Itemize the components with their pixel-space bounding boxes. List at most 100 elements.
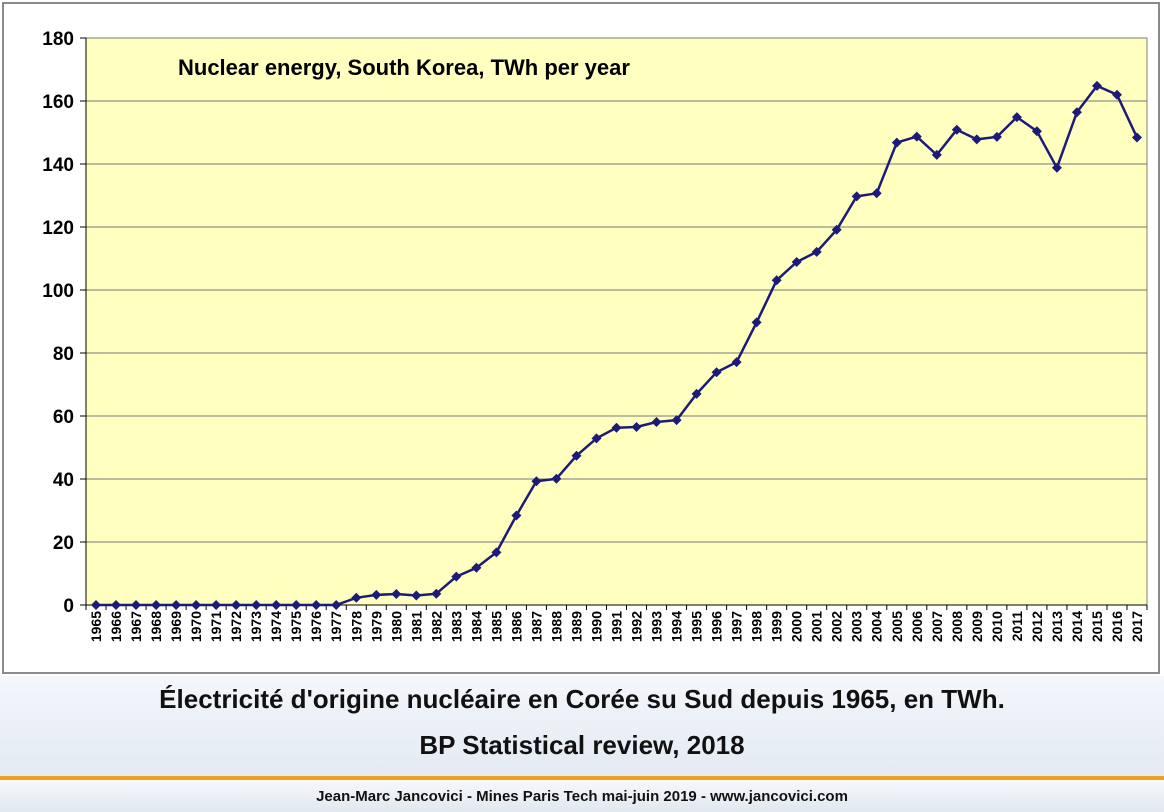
x-tick-label: 2010 (989, 611, 1005, 642)
data-point (671, 415, 682, 426)
data-point (1011, 112, 1022, 123)
accent-divider (0, 776, 1164, 780)
data-point (271, 600, 282, 610)
data-point (231, 600, 242, 610)
x-tick-label: 1981 (408, 611, 424, 642)
footer: Jean-Marc Jancovici - Mines Paris Tech m… (0, 780, 1164, 812)
x-tick-label: 1976 (308, 611, 324, 642)
data-point (691, 388, 702, 399)
data-point (411, 590, 422, 601)
x-tick-label: 2016 (1109, 611, 1125, 642)
data-point (1071, 107, 1082, 118)
x-tick-label: 1990 (588, 611, 604, 642)
data-point (331, 600, 342, 610)
data-point (131, 600, 141, 610)
x-tick-label: 2015 (1089, 611, 1105, 642)
y-tick-label: 20 (53, 533, 74, 554)
data-point (211, 600, 222, 610)
x-tick-label: 1979 (368, 611, 384, 642)
x-tick-label: 1965 (88, 611, 104, 642)
data-point (651, 417, 662, 427)
data-point (531, 476, 542, 487)
data-point (151, 600, 162, 610)
data-point (891, 137, 902, 148)
x-tick-label: 2012 (1029, 611, 1045, 642)
x-tick-label: 2003 (849, 611, 865, 642)
data-point (1031, 126, 1042, 137)
x-tick-label: 1997 (729, 611, 745, 642)
data-point (371, 589, 382, 600)
y-tick-label: 80 (53, 344, 74, 365)
data-point (811, 246, 822, 257)
data-point (851, 191, 862, 202)
data-point (871, 188, 882, 199)
y-tick-label: 180 (42, 29, 74, 50)
data-point (991, 131, 1002, 142)
data-point (791, 257, 802, 267)
x-tick-label: 1994 (669, 611, 685, 642)
x-tick-label: 1984 (468, 611, 484, 642)
chart-title: Nuclear energy, South Korea, TWh per yea… (178, 55, 630, 80)
data-point (951, 124, 962, 135)
data-point (831, 224, 842, 235)
data-point (391, 589, 402, 599)
data-point (111, 600, 121, 610)
x-tick-label: 1972 (228, 611, 244, 642)
x-tick-label: 2005 (889, 611, 905, 642)
caption-title: Électricité d'origine nucléaire en Corée… (159, 684, 1005, 714)
data-point (771, 275, 782, 286)
x-tick-label: 1999 (769, 611, 785, 642)
x-tick-label: 1977 (328, 611, 344, 642)
data-point (971, 134, 982, 145)
x-tick-label: 1968 (148, 611, 164, 642)
plot-area (85, 37, 1148, 606)
x-tick-label: 1996 (709, 611, 725, 642)
data-point (571, 450, 582, 461)
data-point (311, 600, 322, 610)
x-tick-label: 1974 (268, 611, 284, 642)
data-point (1092, 80, 1102, 91)
x-tick-label: 1998 (749, 611, 765, 642)
data-point (611, 422, 622, 433)
x-tick-label: 1970 (188, 611, 204, 642)
x-tick-label: 1983 (448, 611, 464, 642)
x-tick-label: 2007 (929, 611, 945, 642)
data-point (1112, 89, 1122, 100)
line-chart: 0 20 40 60 80 100 120 140 160 180 1965 1966 1967 1968… (42, 29, 1148, 642)
x-tick-label: 2006 (909, 611, 925, 642)
x-tick-label: 2013 (1049, 611, 1065, 642)
x-tick-label: 1986 (508, 611, 524, 642)
data-point (171, 600, 182, 610)
x-tick-label: 2008 (949, 611, 965, 642)
caption-source: BP Statistical review, 2018 (419, 730, 745, 760)
x-tick-label: 1973 (248, 611, 264, 642)
data-point (711, 367, 722, 378)
data-point (491, 547, 502, 558)
x-tick-label: 2011 (1009, 611, 1025, 642)
x-tick-label: 1993 (649, 611, 665, 642)
x-tick-label: 1966 (108, 611, 124, 642)
y-tick-label: 40 (53, 470, 74, 491)
data-point (1132, 132, 1142, 143)
data-point (631, 422, 642, 432)
x-tick-label: 1969 (168, 611, 184, 642)
x-tick-label: 1992 (629, 611, 645, 642)
x-tick-label: 2009 (969, 611, 985, 642)
data-point (1051, 162, 1062, 173)
data-point (251, 600, 262, 610)
data-point (91, 600, 101, 610)
x-tick-label: 1987 (528, 611, 544, 642)
x-tick-label: 1975 (288, 611, 304, 642)
x-tick-label: 2002 (829, 611, 845, 642)
x-tick-label: 1980 (388, 611, 404, 642)
x-tick-label: 1985 (488, 611, 504, 642)
x-tick-label: 1995 (689, 611, 705, 642)
data-point (511, 510, 522, 521)
data-point (291, 600, 302, 610)
y-tick-label: 100 (42, 281, 74, 302)
x-tick-label: 1989 (568, 611, 584, 642)
data-point (731, 357, 742, 368)
x-tick-label: 1988 (548, 611, 564, 642)
footer-credit: Jean-Marc Jancovici - Mines Paris Tech m… (316, 788, 848, 805)
x-tick-label: 1991 (609, 611, 625, 642)
